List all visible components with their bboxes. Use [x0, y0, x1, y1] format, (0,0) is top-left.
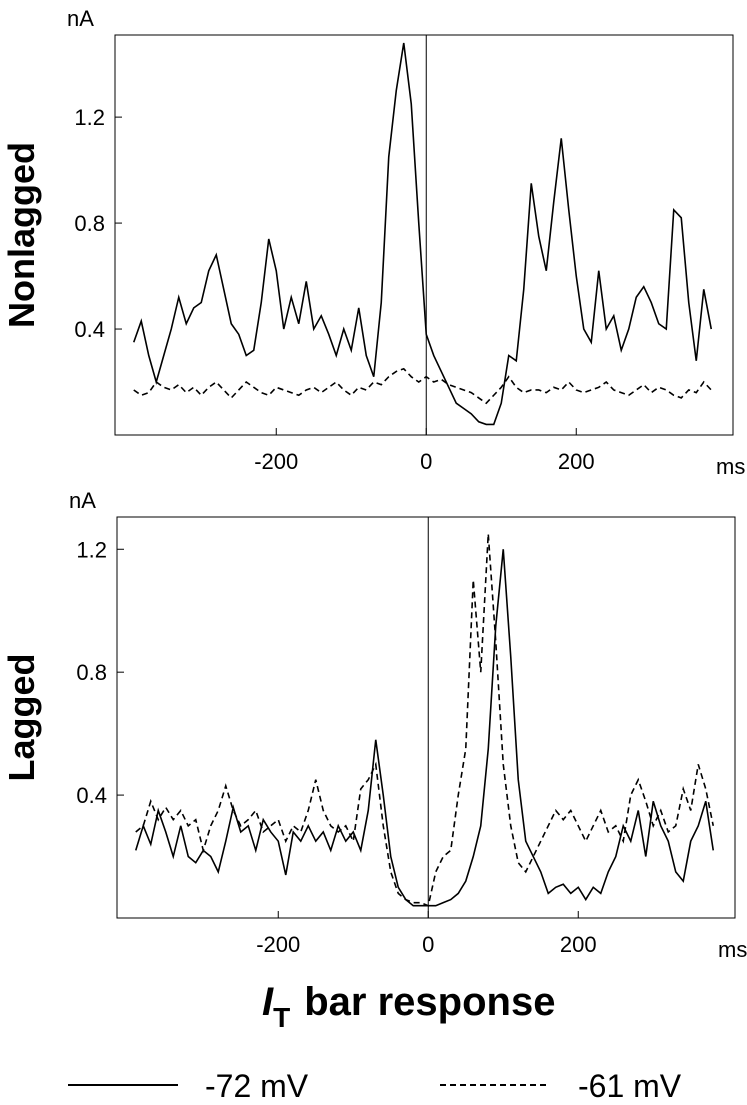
plot-frame: [116, 516, 736, 919]
title-symbol: I: [262, 980, 274, 1024]
y-tick-label: 0.4: [76, 783, 107, 808]
figure-title: IT bar response: [262, 980, 555, 1033]
y-tick-label: 0.8: [74, 211, 105, 236]
series-line: [133, 367, 712, 405]
legend-label: -72 mV: [205, 1068, 309, 1104]
y-tick-label: 1.2: [76, 537, 107, 562]
y-tick-label: 0.8: [76, 660, 107, 685]
x-tick-label: -200: [254, 449, 298, 474]
y-tick-label: 0.4: [74, 317, 105, 342]
y-unit: nA: [69, 488, 96, 513]
y-tick-label: 1.2: [74, 105, 105, 130]
x-tick-label: -200: [256, 932, 300, 957]
plot-frame: [114, 34, 734, 436]
legend-label: -61 mV: [578, 1068, 682, 1104]
series-line: [132, 42, 713, 426]
x-tick-label: 0: [420, 449, 432, 474]
x-unit: ms: [718, 937, 747, 962]
title-rest: bar response: [304, 980, 555, 1024]
x-tick-label: 200: [560, 932, 597, 957]
y-axis-title: Nonlagged: [1, 142, 42, 328]
y-axis-title: Lagged: [1, 653, 42, 781]
x-tick-label: 0: [422, 932, 434, 957]
title-subscript: T: [273, 1002, 290, 1033]
series-line: [134, 549, 715, 907]
series-line: [135, 533, 715, 907]
x-unit: ms: [716, 454, 745, 479]
x-tick-label: 200: [558, 449, 595, 474]
y-unit: nA: [67, 6, 94, 31]
